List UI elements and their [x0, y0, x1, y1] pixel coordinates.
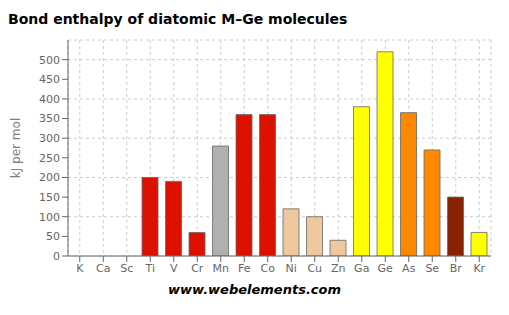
svg-text:Ca: Ca	[96, 262, 110, 275]
svg-text:350: 350	[39, 112, 60, 125]
svg-text:Cr: Cr	[191, 262, 204, 275]
svg-text:0: 0	[53, 250, 60, 263]
svg-text:Kr: Kr	[473, 262, 485, 275]
html-text:Bond enthalpy of diatomic M–Ge: Bond enthalpy of diatomic M–Ge molecules	[8, 11, 348, 27]
svg-text:Mn: Mn	[213, 262, 229, 275]
svg-text:200: 200	[39, 171, 60, 184]
svg-text:kJ per mol: kJ per mol	[9, 118, 23, 178]
svg-text:Ni: Ni	[286, 262, 297, 275]
svg-text:Ti: Ti	[145, 262, 155, 275]
svg-text:450: 450	[39, 73, 60, 86]
svg-text:K: K	[76, 262, 84, 275]
svg-text:V: V	[170, 262, 178, 275]
svg-text:As: As	[402, 262, 416, 275]
svg-text:Ge: Ge	[378, 262, 394, 275]
svg-text:Co: Co	[261, 262, 276, 275]
svg-text:100: 100	[39, 211, 60, 224]
svg-text:250: 250	[39, 152, 60, 165]
svg-text:150: 150	[39, 191, 60, 204]
svg-text:Fe: Fe	[238, 262, 251, 275]
svg-text:Zn: Zn	[331, 262, 346, 275]
svg-text:50: 50	[46, 230, 60, 243]
svg-text:Br: Br	[450, 262, 463, 275]
svg-text:Se: Se	[425, 262, 439, 275]
svg-text:Cu: Cu	[307, 262, 322, 275]
html-text:www.webelements.com: www.webelements.com	[168, 282, 341, 297]
svg-text:Sc: Sc	[120, 262, 133, 275]
svg-text:Ga: Ga	[354, 262, 369, 275]
svg-text:400: 400	[39, 93, 60, 106]
svg-text:300: 300	[39, 132, 60, 145]
svg-text:500: 500	[39, 54, 60, 67]
